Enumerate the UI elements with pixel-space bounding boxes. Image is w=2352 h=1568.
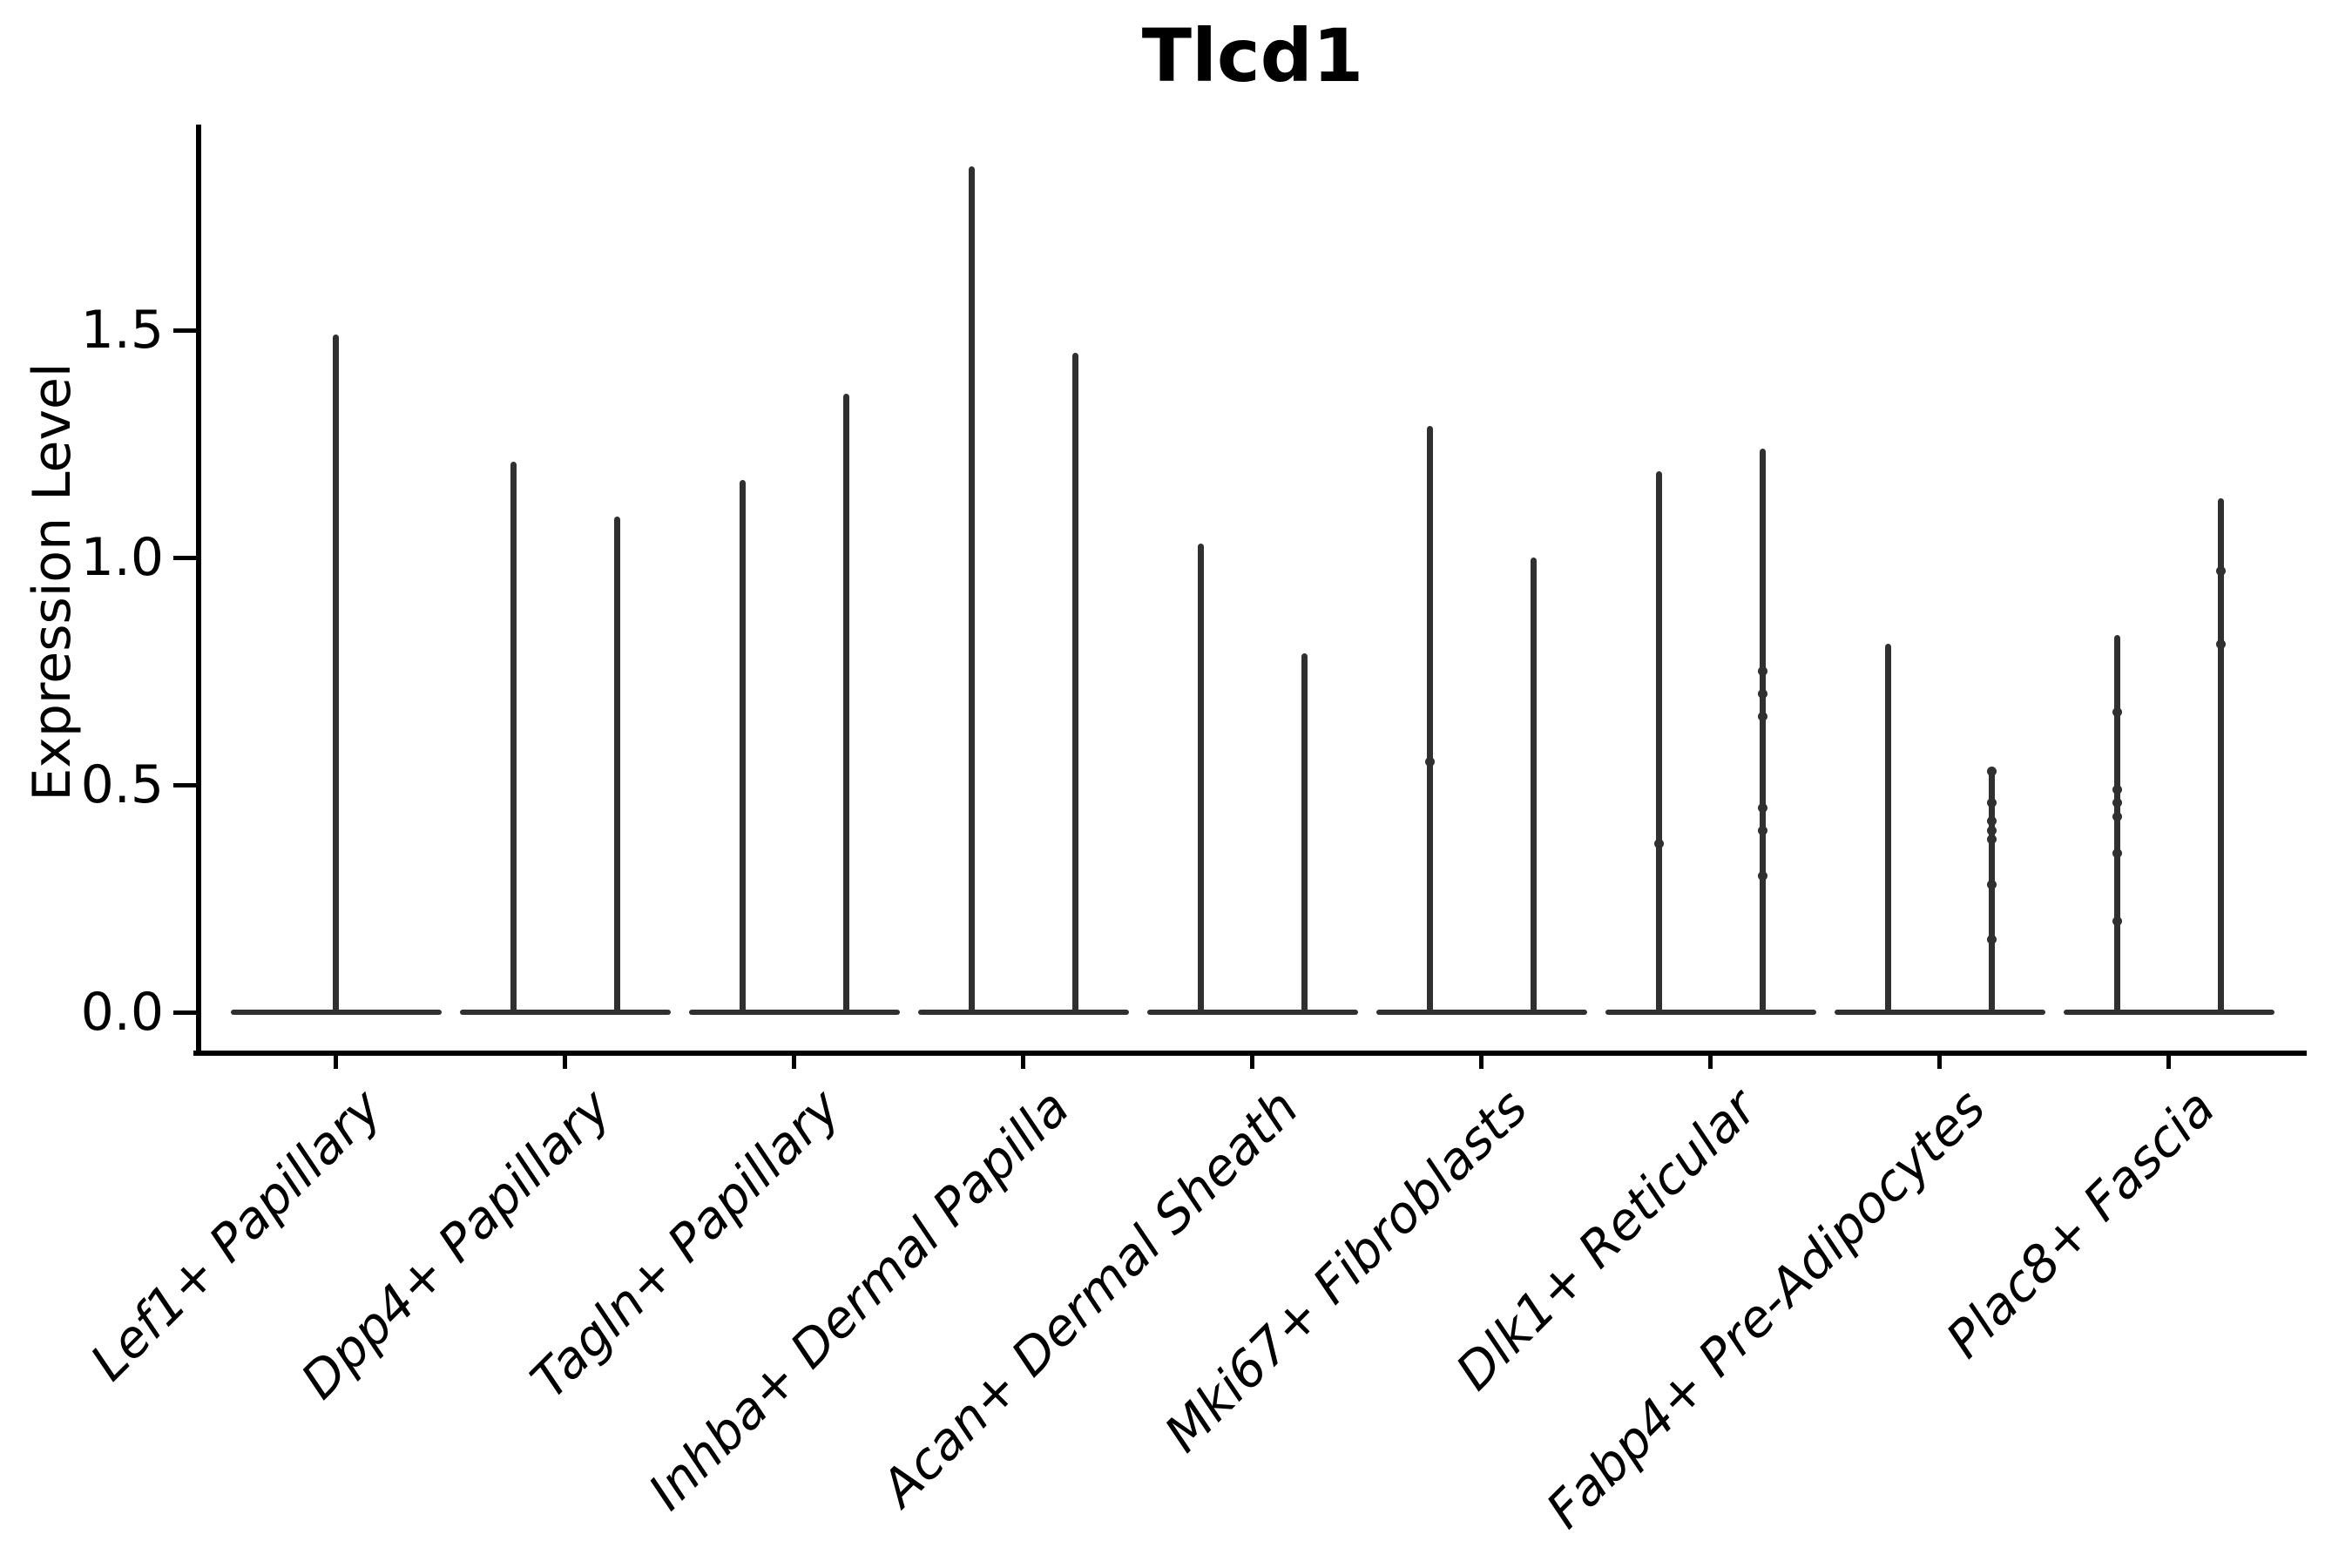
jitter-point [2112,798,2122,808]
violin-base [230,1010,442,1015]
violin-spike [1988,771,1995,1012]
jitter-point [2112,848,2122,858]
violin-base [1605,1010,1816,1015]
y-tick-label: 0.5 [80,754,164,815]
jitter-point [1757,825,1767,835]
jitter-point [1986,934,1997,944]
jitter-point [2112,784,2122,794]
jitter-point [2215,566,2226,577]
violin-spike [1759,448,1766,1012]
x-tick-mark [2166,1056,2172,1069]
x-tick-mark [1937,1056,1943,1069]
violin-base [2063,1010,2274,1015]
y-tick-label: 1.5 [80,300,164,361]
violin-spike [1301,652,1308,1012]
jitter-point [1757,712,1767,722]
jitter-point [2112,812,2122,822]
jitter-point [1757,802,1767,813]
jitter-point [1757,666,1767,676]
x-tick-mark [1708,1056,1713,1069]
violin-base [917,1010,1129,1015]
jitter-point [1653,839,1664,849]
violin-base [459,1010,671,1015]
y-tick-mark [173,328,196,333]
violin-spike [842,394,849,1012]
x-tick-label: Acan+ Dermal Sheath [869,1078,1310,1518]
jitter-point [2215,639,2226,649]
jitter-point [1986,766,1997,776]
violin-spike [968,166,975,1012]
violin-base [1834,1010,2045,1015]
jitter-point [1757,689,1767,700]
y-axis-spine [196,125,201,1056]
jitter-point [1986,835,1997,845]
violin-base [688,1010,900,1015]
jitter-point [2112,916,2122,927]
violin-spike [2113,634,2120,1012]
violin-spike [1884,644,1891,1012]
jitter-point [1986,825,1997,835]
jitter-point [2112,706,2122,717]
y-tick-label: 0.0 [80,982,164,1043]
y-tick-label: 1.0 [80,527,164,588]
violin-spike [333,335,340,1012]
x-tick-mark [1250,1056,1255,1069]
x-tick-mark [563,1056,568,1069]
y-tick-mark [173,782,196,787]
y-tick-mark [173,1010,196,1015]
jitter-point [1986,816,1997,827]
violin-base [1146,1010,1358,1015]
chart-title: Tlcd1 [1141,13,1364,98]
jitter-point [1424,757,1435,767]
x-tick-label: Inhba+ Dermal Papilla [637,1078,1081,1522]
x-tick-mark [792,1056,797,1069]
violin-spike [1197,544,1204,1012]
x-tick-mark [1021,1056,1026,1069]
violin-spike [1426,425,1433,1012]
violin-spike [510,462,517,1012]
violin-base [1375,1010,1587,1015]
violin-spike [1530,558,1537,1012]
x-tick-label: Fabp4+ Pre-Adipocytes [1535,1078,1997,1540]
violin-spike [1655,470,1662,1012]
jitter-point [1986,880,1997,890]
violin-spike [613,517,620,1012]
violin-spike [2217,498,2224,1012]
jitter-point [1986,798,1997,808]
violin-spike [1071,353,1078,1012]
jitter-point [1757,870,1767,881]
y-tick-mark [173,555,196,560]
x-tick-mark [1479,1056,1484,1069]
violin-spike [739,480,746,1012]
x-tick-mark [334,1056,339,1069]
x-axis-spine [193,1051,2307,1056]
